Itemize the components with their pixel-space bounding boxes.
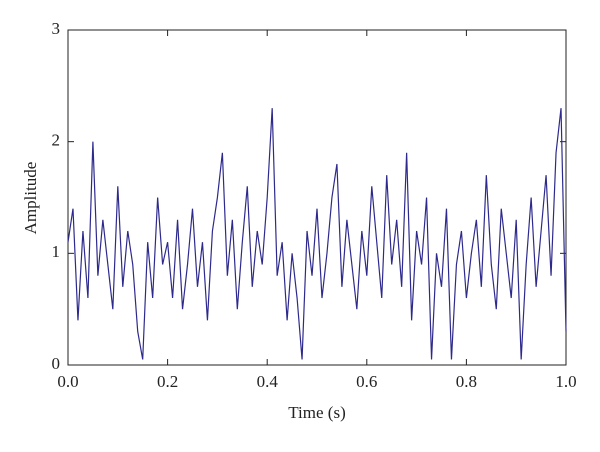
x-tick-label: 0.8: [456, 372, 477, 391]
x-tick-label: 0.4: [257, 372, 279, 391]
x-tick-label: 0.6: [356, 372, 377, 391]
y-tick-label: 0: [52, 354, 61, 373]
x-axis-label: Time (s): [288, 403, 345, 422]
y-tick-label: 3: [52, 19, 61, 38]
y-axis-label: Amplitude: [21, 162, 40, 235]
x-tick-label: 0.0: [57, 372, 78, 391]
plot-frame: [67, 29, 567, 366]
y-tick-label: 2: [52, 131, 61, 150]
y-tick-label: 1: [52, 242, 61, 261]
x-tick-label: 1.0: [555, 372, 576, 391]
signal-line: [67, 108, 567, 360]
x-tick-label: 0.2: [157, 372, 178, 391]
